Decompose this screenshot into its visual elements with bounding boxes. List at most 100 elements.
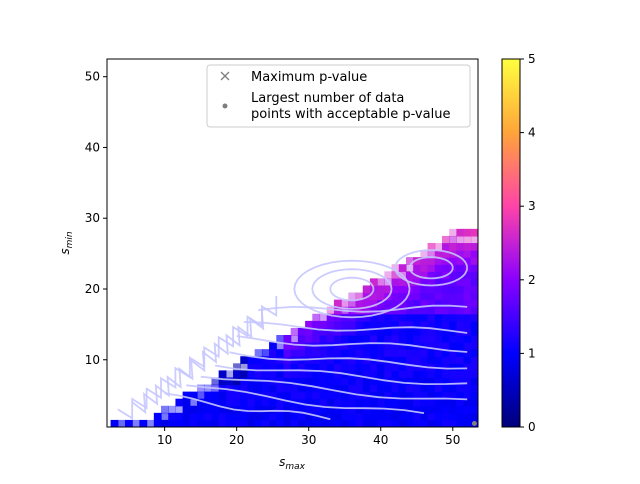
heatmap-cell [449,228,457,237]
x-axis-label: smax [279,455,306,472]
heatmap-cell [233,384,241,393]
heatmap-cell [470,313,478,322]
heatmap-cell [355,398,364,407]
heatmap-cell [240,356,249,364]
heatmap-cell [456,363,465,371]
legend-label-largest-number: Largest number of data points with accep… [251,91,450,122]
heatmap-cell [420,405,429,414]
heatmap-cell [427,412,436,421]
heatmap-cell [449,313,457,322]
heatmap-cell [463,327,472,336]
heatmap-cell [398,306,407,315]
heatmap-cell [341,342,349,350]
heatmap-cell [441,412,450,421]
heatmap-cell [233,398,241,407]
heatmap-cell [441,320,450,329]
heatmap-cell [449,398,457,407]
heatmap-cell [463,342,472,350]
heatmap-cell [413,313,421,322]
heatmap-cell [470,349,478,357]
heatmap-cell [297,398,306,407]
heatmap-cell [449,335,457,343]
heatmap-cell [434,349,443,357]
heatmap-cell [261,370,270,379]
heatmap-cell [247,384,256,393]
contour-band [186,384,425,414]
heatmap-cell [398,327,407,336]
colorbar [501,58,521,428]
y-tick-label: 30 [85,211,100,225]
heatmap-cell [269,349,277,357]
heatmap-cell [362,327,371,336]
heatmap-cell [405,363,414,371]
heatmap-cell [391,419,400,427]
heatmap-cell [456,377,465,386]
heatmap-cell [427,292,436,301]
heatmap-cell [391,271,400,279]
heatmap-cell [369,370,378,379]
heatmap-cell [449,299,457,308]
heatmap-cell [449,349,457,357]
heatmap-cell [254,405,263,414]
heatmap-cell [398,335,407,343]
heatmap-cell [319,327,328,336]
heatmap-cell [427,356,436,364]
heatmap-cell [470,342,478,350]
heatmap-cell [441,335,450,343]
heatmap-cell [470,250,478,258]
heatmap-cell [297,405,306,414]
heatmap-cell [470,384,478,393]
heatmap-cell [391,335,400,343]
legend-label-line-1: Largest number of data [251,91,404,106]
heatmap-cell [377,327,385,336]
heatmap-cell [441,278,450,287]
heatmap-cell [312,356,321,364]
heatmap-cell [470,363,478,371]
heatmap-cell [384,285,393,294]
heatmap-cell [377,313,385,322]
heatmap-cell [420,320,429,329]
heatmap-cell [348,342,357,350]
heatmap-cell [211,391,220,400]
heatmap-cell [297,363,306,371]
heatmap-cell [420,306,429,315]
legend-label-max-pvalue: Maximum p-value [251,70,367,85]
heatmap-cell [420,398,429,407]
heatmap-cell [384,299,393,308]
heatmap-cell [384,356,393,364]
heatmap-cell [326,335,335,343]
heatmap-cell [362,419,371,427]
heatmap-cell [427,285,436,294]
heatmap-cell [218,370,227,379]
heatmap-cell [413,285,421,294]
heatmap-cell [290,342,299,350]
heatmap-cell [456,384,465,393]
heatmap-cell [362,398,371,407]
heatmap-cell [463,292,472,301]
heatmap-cell [355,356,364,364]
heatmap-cell [470,257,478,265]
heatmap-cell [348,405,357,414]
heatmap-cell [441,349,450,357]
heatmap-cell [420,292,429,301]
heatmap-cell [348,384,357,393]
heatmap-cell [398,278,407,287]
heatmap-cell [254,384,263,393]
heatmap-cell [362,313,371,322]
heatmap-cell [441,243,450,251]
heatmap-cell [254,412,263,421]
heatmap-cell [261,384,270,393]
heatmap-cell [420,299,429,308]
heatmap-cell [377,335,385,343]
heatmap-cell [413,419,421,427]
heatmap-cell [247,363,256,371]
heatmap-cell [225,377,234,386]
heatmap-cell [333,384,342,393]
heatmap-cell [225,405,234,414]
heatmap-cell [427,257,436,265]
heatmap-cell [463,398,472,407]
heatmap-cell [355,292,364,301]
heatmap-cell [319,398,328,407]
heatmap-cell [470,306,478,315]
